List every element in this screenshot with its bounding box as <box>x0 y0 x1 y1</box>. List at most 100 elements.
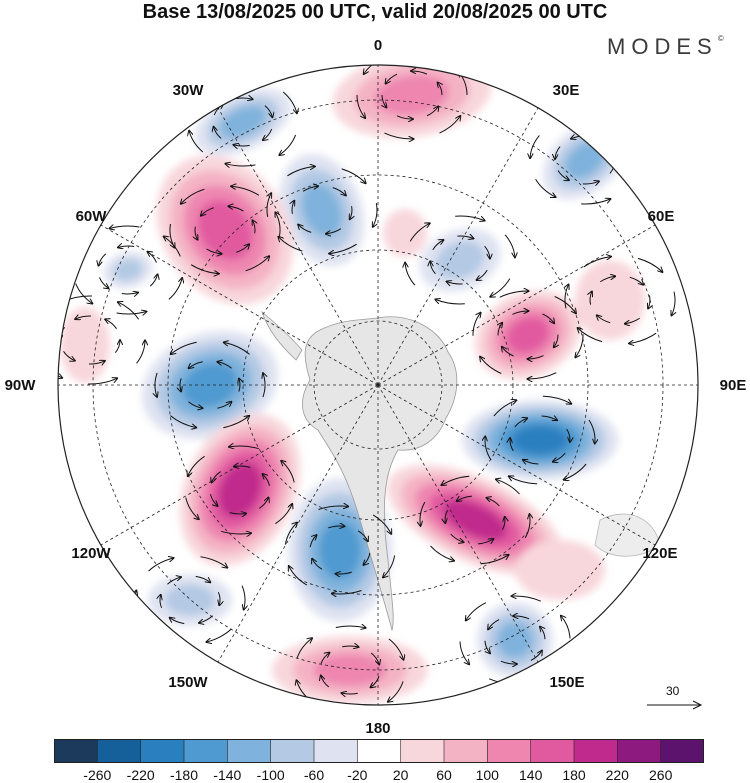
anomaly-blob-1 <box>220 106 266 138</box>
streamline-171 <box>530 651 542 661</box>
streamline-45 <box>287 166 314 177</box>
streamline-97 <box>180 378 181 391</box>
streamline-4 <box>386 73 398 83</box>
streamline-209 <box>600 276 615 283</box>
streamline-179 <box>459 641 469 665</box>
streamline-152 <box>496 479 520 495</box>
streamline-200 <box>136 340 145 364</box>
brand-mark: © <box>717 34 724 43</box>
streamline-151 <box>442 475 470 485</box>
streamline-131 <box>221 531 251 534</box>
streamline-55 <box>190 264 219 274</box>
streamline-12 <box>263 128 273 140</box>
colorbar-swatch-3 <box>183 739 229 763</box>
streamline-127 <box>188 455 205 476</box>
colorbar-swatch-14 <box>660 739 704 763</box>
streamline-183 <box>342 693 358 694</box>
colorbar-frame <box>54 739 704 763</box>
streamline-111 <box>566 428 570 442</box>
colorbar-swatch-9 <box>443 739 489 763</box>
streamline-11 <box>411 51 440 57</box>
streamline-48 <box>236 244 249 253</box>
streamline-67 <box>405 263 416 286</box>
anomaly-field <box>60 65 645 704</box>
streamline-182 <box>371 676 380 687</box>
streamline-203 <box>35 317 43 340</box>
colorbar-tick-label: 20 <box>392 767 409 783</box>
streamline-109 <box>514 418 527 428</box>
streamline-154 <box>480 555 509 565</box>
streamline-163 <box>200 556 228 568</box>
streamline-47 <box>373 203 377 227</box>
colorbar-swatch-8 <box>400 739 445 763</box>
wind-reference-value: 30 <box>666 684 680 698</box>
anomaly-blob-5 <box>383 209 427 257</box>
anomaly-blob-16 <box>497 622 533 658</box>
streamline-64 <box>484 245 490 258</box>
meridian-8 <box>100 384 379 546</box>
lon-label-90w: 90W <box>5 377 37 394</box>
streamline-169 <box>513 616 530 620</box>
streamline-73 <box>99 277 109 288</box>
streamline-31 <box>581 199 610 205</box>
streamline-140 <box>372 514 391 534</box>
streamline-180 <box>342 646 358 647</box>
streamline-139 <box>318 506 349 510</box>
anomaly-blob-7 <box>113 258 143 282</box>
streamline-104 <box>171 341 197 354</box>
streamline-74 <box>99 253 107 266</box>
streamline-213 <box>578 328 603 343</box>
streamline-173 <box>485 640 490 654</box>
streamline-78 <box>116 312 147 314</box>
streamline-110 <box>541 416 557 420</box>
streamline-42 <box>329 243 357 253</box>
streamline-214 <box>565 285 569 309</box>
anomaly-blob-12 <box>218 462 262 518</box>
colorbar-swatch-6 <box>313 739 359 763</box>
streamline-19 <box>226 164 256 166</box>
lon-label-120w: 120W <box>71 545 111 562</box>
anomaly-blob-18 <box>515 540 605 600</box>
meridian-11 <box>217 107 379 386</box>
streamline-148 <box>478 539 493 545</box>
colorbar-tick-label: -140 <box>213 767 242 783</box>
streamline-40 <box>332 187 346 196</box>
streamline-181 <box>370 652 379 664</box>
anomaly-blob-17 <box>313 654 387 686</box>
streamline-83 <box>168 278 182 300</box>
streamline-20 <box>189 131 204 153</box>
lon-label-30w: 30W <box>173 82 205 99</box>
streamline-39 <box>302 186 318 192</box>
meridian-4 <box>377 384 656 546</box>
streamline-145 <box>457 495 472 501</box>
streamline-150 <box>420 501 426 526</box>
streamline-65 <box>477 269 488 280</box>
streamline-14 <box>214 127 222 139</box>
brand-name: MODES <box>607 34 718 59</box>
meridian-2 <box>377 224 656 386</box>
streamline-138 <box>284 523 297 545</box>
streamline-98 <box>189 361 203 369</box>
lon-label-60e: 60E <box>648 208 675 225</box>
streamline-192 <box>75 316 92 319</box>
streamline-53 <box>253 220 255 234</box>
streamline-71 <box>490 278 511 297</box>
colorbar-swatch-4 <box>227 739 272 763</box>
colorbar <box>54 739 704 763</box>
streamline-22 <box>230 78 261 80</box>
colorbar-swatch-2 <box>140 739 185 763</box>
streamline-63 <box>457 236 473 238</box>
streamline-149 <box>450 533 464 542</box>
streamline-43 <box>278 237 303 252</box>
streamline-170 <box>540 627 545 640</box>
streamline-155 <box>430 545 455 561</box>
streamline-37 <box>298 225 312 233</box>
streamline-41 <box>350 206 352 219</box>
streamline-147 <box>501 517 505 531</box>
streamline-172 <box>500 660 517 664</box>
colorbar-tick-label: 140 <box>519 767 543 783</box>
colorbar-tick-label: -260 <box>83 767 112 783</box>
streamline-202 <box>58 360 62 378</box>
colorbar-swatch-12 <box>573 739 619 763</box>
